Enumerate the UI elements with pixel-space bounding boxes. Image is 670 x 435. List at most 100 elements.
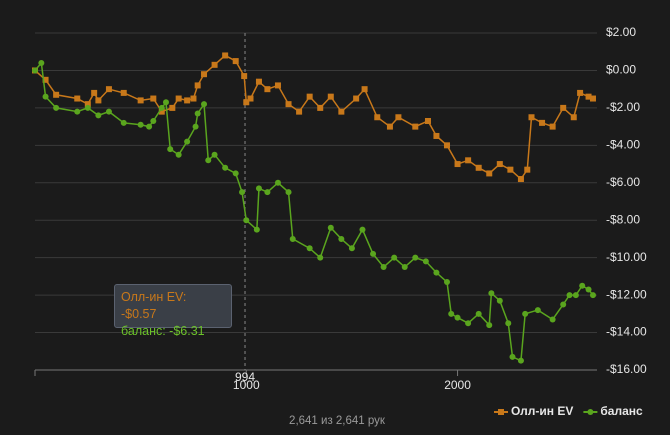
tooltip-ev: Олл-ин EV: -$0.57 — [121, 290, 187, 321]
point — [91, 89, 98, 96]
point — [496, 161, 503, 168]
point — [42, 93, 49, 100]
point — [374, 114, 381, 121]
point — [167, 146, 174, 153]
point — [549, 316, 556, 323]
point — [105, 86, 112, 93]
point — [247, 95, 254, 102]
point — [391, 254, 398, 261]
point — [137, 97, 144, 104]
y-tick-label: -$12.00 — [606, 287, 647, 301]
y-tick-label: -$14.00 — [606, 325, 647, 339]
point — [395, 114, 402, 121]
point — [184, 97, 191, 104]
point — [361, 86, 368, 93]
point — [175, 95, 182, 102]
point — [475, 164, 482, 171]
point — [289, 235, 296, 242]
point — [274, 179, 281, 186]
point — [285, 189, 292, 196]
point — [486, 322, 493, 329]
point — [255, 78, 262, 85]
point — [475, 310, 482, 317]
point — [496, 297, 503, 304]
point — [412, 254, 419, 261]
point — [488, 290, 495, 297]
point — [524, 166, 531, 173]
point — [570, 114, 577, 121]
point — [353, 95, 360, 102]
point — [454, 161, 461, 168]
point — [211, 151, 218, 158]
point — [184, 138, 191, 145]
point — [211, 61, 218, 68]
point — [53, 91, 60, 98]
point — [338, 108, 345, 115]
point — [255, 185, 262, 192]
point — [517, 357, 524, 364]
point — [74, 108, 81, 115]
point — [137, 121, 144, 128]
point — [274, 82, 281, 89]
point — [175, 151, 182, 158]
point — [505, 320, 512, 327]
x-tick-label: 2000 — [444, 378, 471, 392]
point — [549, 123, 556, 130]
point — [264, 86, 271, 93]
point — [120, 119, 127, 126]
point — [422, 258, 429, 265]
point — [579, 282, 586, 289]
point — [370, 250, 377, 257]
point — [162, 99, 169, 106]
point — [150, 117, 157, 124]
point — [327, 93, 334, 100]
point — [566, 292, 573, 299]
point — [32, 67, 38, 74]
point — [105, 108, 112, 115]
point — [517, 176, 524, 183]
point — [158, 104, 165, 111]
point — [433, 132, 440, 139]
legend-label: Олл-ин EV — [511, 404, 573, 418]
point — [222, 164, 229, 171]
point — [327, 224, 334, 231]
point — [424, 117, 431, 124]
point — [205, 157, 212, 164]
point — [192, 123, 199, 130]
point — [560, 301, 567, 308]
legend-label: баланс — [600, 404, 643, 418]
footer: 2,641 из 2,641 рук — [289, 415, 386, 427]
point — [317, 254, 324, 261]
point — [577, 89, 584, 96]
point — [317, 104, 324, 111]
point — [359, 226, 366, 233]
point — [201, 71, 208, 78]
point — [589, 95, 596, 102]
y-tick-label: -$2.00 — [606, 100, 640, 114]
point — [306, 245, 313, 252]
y-tick-label: $0.00 — [606, 63, 636, 77]
point — [74, 95, 81, 102]
series-line — [34, 54, 594, 181]
point — [509, 353, 516, 360]
point — [95, 97, 102, 104]
point — [448, 310, 455, 317]
point — [232, 170, 239, 177]
legend-marker — [498, 409, 504, 415]
point — [146, 123, 153, 130]
point — [53, 104, 60, 111]
point — [433, 269, 440, 276]
y-tick-label: -$4.00 — [606, 138, 640, 152]
point — [465, 320, 472, 327]
point — [285, 101, 292, 108]
y-tick-label: $2.00 — [606, 25, 636, 39]
point — [348, 245, 355, 252]
point — [338, 235, 345, 242]
point — [585, 93, 592, 100]
point — [194, 82, 201, 89]
y-tick-label: -$8.00 — [606, 212, 640, 226]
point — [589, 292, 596, 299]
point — [95, 112, 102, 119]
point — [120, 89, 127, 96]
point — [201, 101, 208, 108]
